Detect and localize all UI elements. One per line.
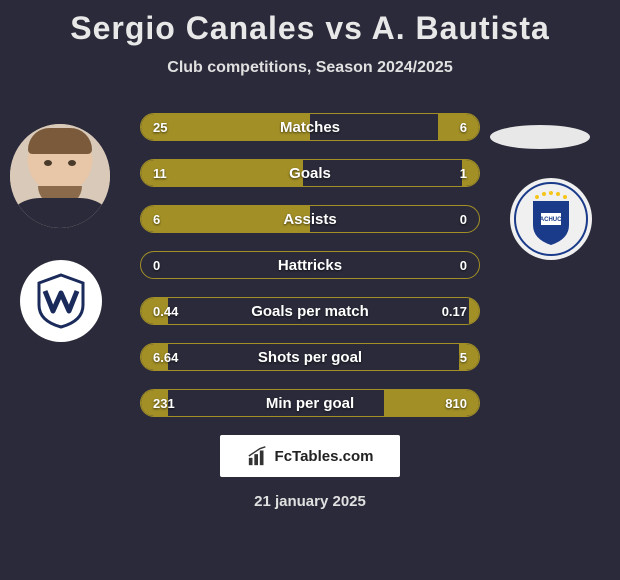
stat-row: 00Hattricks xyxy=(140,251,480,279)
branding-text: FcTables.com xyxy=(275,448,374,465)
stat-label: Hattricks xyxy=(141,252,479,279)
monterrey-shield-icon xyxy=(31,271,91,331)
branding-box: FcTables.com xyxy=(220,435,400,477)
player2-name: A. Bautista xyxy=(372,10,550,46)
stats-container: 256Matches 111Goals 60Assists 00Hattricks 0.… xyxy=(140,113,480,417)
stat-row: 6.645Shots per goal xyxy=(140,343,480,371)
stat-label: Matches xyxy=(141,114,479,141)
club-logo-right: PACHUCA xyxy=(510,178,592,260)
stat-row: 60Assists xyxy=(140,205,480,233)
player2-avatar-placeholder xyxy=(490,125,590,149)
pachuca-crest-icon: PACHUCA xyxy=(513,181,589,257)
player1-avatar xyxy=(10,124,110,228)
stat-row: 111Goals xyxy=(140,159,480,187)
club-logo-left xyxy=(20,260,102,342)
stat-row: 231810Min per goal xyxy=(140,389,480,417)
player1-name: Sergio Canales xyxy=(70,10,315,46)
subtitle: Club competitions, Season 2024/2025 xyxy=(0,59,620,77)
stat-label: Assists xyxy=(141,206,479,233)
stat-label: Goals xyxy=(141,160,479,187)
date-text: 21 january 2025 xyxy=(0,493,620,510)
stat-label: Goals per match xyxy=(141,298,479,325)
comparison-title: Sergio Canales vs A. Bautista xyxy=(0,0,620,47)
stat-label: Shots per goal xyxy=(141,344,479,371)
svg-text:PACHUCA: PACHUCA xyxy=(536,217,566,223)
vs-text: vs xyxy=(325,10,363,46)
stat-row: 256Matches xyxy=(140,113,480,141)
bar-chart-icon xyxy=(247,445,269,467)
stat-row: 0.440.17Goals per match xyxy=(140,297,480,325)
stat-label: Min per goal xyxy=(141,390,479,417)
